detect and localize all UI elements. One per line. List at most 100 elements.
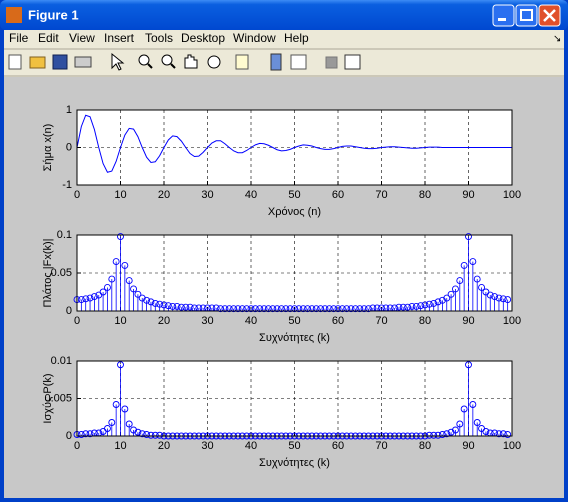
- menu-arrow[interactable]: ↘: [553, 34, 561, 45]
- x-tick-label: 90: [462, 189, 474, 201]
- close-button[interactable]: [538, 4, 561, 27]
- x-axis-label: Χρόνος (n): [268, 206, 321, 218]
- stem-marker: [103, 425, 111, 432]
- stem-marker: [330, 305, 338, 313]
- stem-marker: [347, 305, 355, 313]
- menu-item[interactable]: Window: [233, 31, 276, 45]
- stem-marker: [408, 302, 416, 310]
- stem-marker: [430, 431, 438, 439]
- datacursor-button[interactable]: [235, 54, 249, 70]
- stem-marker: [308, 305, 316, 313]
- stem-marker: [482, 428, 490, 435]
- stem-marker: [351, 305, 359, 313]
- stem-marker: [134, 428, 142, 436]
- show-tools-button[interactable]: [344, 54, 361, 70]
- y-axis-label: Σήμα x(n): [42, 124, 54, 172]
- stem-marker: [112, 258, 120, 266]
- stem-marker: [173, 302, 181, 310]
- menu-item[interactable]: Help: [284, 31, 309, 45]
- y-tick-label: 1: [66, 104, 72, 116]
- x-tick-label: 70: [375, 189, 387, 201]
- legend-button[interactable]: [290, 54, 307, 70]
- zoom-out-button[interactable]: [161, 54, 176, 69]
- stem-marker: [478, 283, 485, 291]
- stem-marker: [108, 419, 116, 426]
- minimize-button[interactable]: [492, 4, 515, 27]
- stem-marker: [473, 419, 481, 426]
- x-tick-label: 40: [245, 189, 257, 201]
- stem-marker: [452, 426, 459, 434]
- save-button[interactable]: [52, 54, 68, 70]
- stem-marker: [247, 305, 255, 313]
- stem-marker: [456, 277, 464, 285]
- stem-marker: [230, 305, 238, 313]
- stem-marker: [434, 298, 442, 306]
- open-button[interactable]: [29, 56, 46, 69]
- colorbar-button[interactable]: [270, 53, 282, 71]
- x-tick-label: 100: [503, 315, 521, 327]
- x-tick-label: 60: [332, 189, 344, 201]
- stem-marker: [447, 428, 455, 436]
- stem-marker: [138, 430, 146, 438]
- stem-marker: [112, 401, 120, 408]
- stem-marker: [443, 430, 451, 438]
- stem-marker: [312, 305, 320, 313]
- stem-marker: [147, 431, 155, 439]
- stem-marker: [460, 261, 468, 269]
- x-tick-label: 30: [201, 440, 213, 452]
- menu-item[interactable]: Tools: [145, 31, 173, 45]
- x-tick-label: 0: [74, 440, 80, 452]
- menu-item[interactable]: Insert: [104, 31, 135, 45]
- y-tick-label: 0.05: [51, 267, 72, 279]
- maximize-button[interactable]: [515, 4, 538, 27]
- title-bar: [0, 0, 568, 30]
- x-tick-label: 60: [332, 440, 344, 452]
- select-button[interactable]: [111, 52, 125, 71]
- y-tick-label: 0.005: [44, 392, 72, 404]
- stem-marker: [430, 299, 438, 307]
- new-button[interactable]: [8, 54, 22, 70]
- stem-marker: [86, 294, 94, 302]
- stem-marker: [269, 305, 277, 313]
- menu-item[interactable]: Desktop: [181, 31, 225, 45]
- stem-marker: [278, 305, 285, 313]
- stem-marker: [143, 431, 151, 438]
- stem-marker: [260, 305, 268, 313]
- stem-marker: [103, 283, 111, 291]
- x-tick-label: 80: [419, 315, 431, 327]
- stem-marker: [221, 305, 229, 313]
- stem-marker: [434, 431, 442, 439]
- data-line: [76, 114, 512, 173]
- stem-marker: [491, 293, 499, 301]
- x-tick-label: 10: [114, 440, 126, 452]
- menu-item[interactable]: File: [9, 31, 29, 45]
- stem-marker: [465, 361, 472, 369]
- x-tick-label: 20: [158, 440, 170, 452]
- menu-item[interactable]: View: [69, 31, 95, 45]
- pan-button[interactable]: [184, 54, 198, 69]
- stem-marker: [295, 305, 303, 313]
- stem-marker: [395, 303, 403, 311]
- stem-marker: [438, 431, 446, 438]
- stem-marker: [256, 305, 264, 313]
- zoom-in-button[interactable]: [138, 54, 153, 69]
- stem-marker: [460, 405, 468, 413]
- stem-marker: [404, 303, 412, 311]
- stem-marker: [325, 305, 333, 313]
- stem-marker: [338, 305, 346, 313]
- menu-item[interactable]: Edit: [38, 31, 59, 45]
- stem-marker: [234, 305, 242, 313]
- stem-marker: [169, 302, 177, 310]
- x-tick-label: 40: [245, 315, 257, 327]
- stem-marker: [156, 300, 164, 308]
- hide-tools-button[interactable]: [325, 56, 338, 69]
- stem-marker: [412, 302, 420, 310]
- stem-marker: [291, 305, 298, 313]
- stem-marker: [360, 305, 368, 313]
- print-button[interactable]: [74, 56, 92, 68]
- stem-marker: [130, 426, 138, 434]
- rotate-button[interactable]: [207, 55, 221, 69]
- stem-marker: [243, 305, 251, 313]
- stem-marker: [469, 401, 477, 408]
